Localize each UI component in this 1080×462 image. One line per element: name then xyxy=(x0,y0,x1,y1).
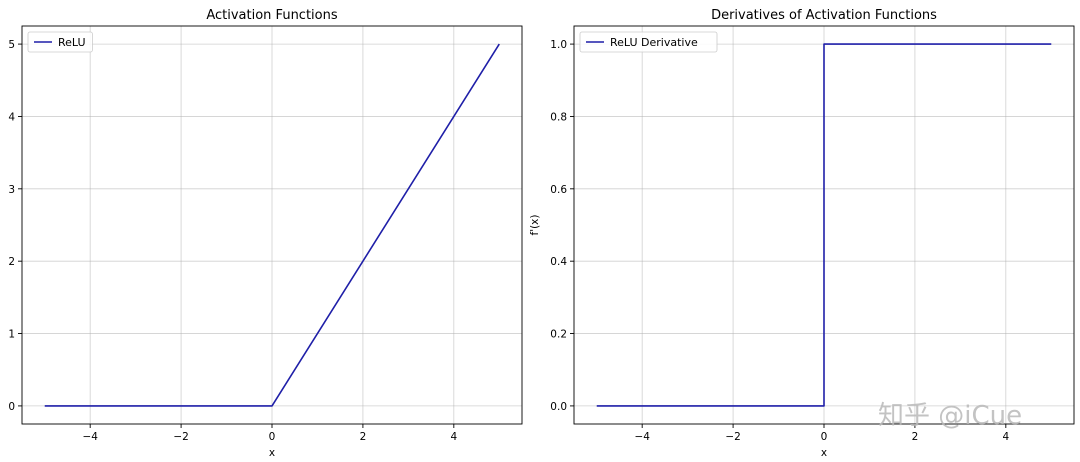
x-tick-label: 0 xyxy=(269,431,276,443)
y-tick-label: 3 xyxy=(8,184,15,196)
x-axis-label: x xyxy=(821,447,827,459)
y-tick-label: 1.0 xyxy=(550,39,567,51)
chart-title: Derivatives of Activation Functions xyxy=(711,8,937,23)
y-tick-label: 1 xyxy=(8,329,15,341)
x-tick-label: 2 xyxy=(912,431,919,443)
y-tick-label: 0.0 xyxy=(550,401,567,413)
x-tick-label: 4 xyxy=(450,431,457,443)
y-tick-label: 2 xyxy=(8,256,15,268)
legend-label: ReLU Derivative xyxy=(610,36,698,49)
x-tick-label: 4 xyxy=(1002,431,1009,443)
y-tick-label: 0.4 xyxy=(550,256,567,268)
panel-activation-functions: −4 −2 0 2 4 0 1 2 3 4 5 Activation Functions x ReLU xyxy=(8,8,523,459)
legend-box xyxy=(27,31,93,53)
x-tick-label: 0 xyxy=(821,431,828,443)
y-tick-label: 4 xyxy=(8,111,15,123)
legend-box xyxy=(579,31,718,53)
x-tick-label: −2 xyxy=(173,431,188,443)
x-tick-label: −4 xyxy=(82,431,98,443)
watermark-text: 知乎 @iCue xyxy=(878,401,1022,431)
y-tick-label: 0.8 xyxy=(550,111,567,123)
x-tick-label: −2 xyxy=(725,431,740,443)
series-line-0 xyxy=(44,43,500,407)
y-tick-label: 0.6 xyxy=(550,184,567,196)
x-tick-label: 2 xyxy=(360,431,367,443)
x-axis-label: x xyxy=(269,447,275,459)
y-axis-label: f'(x) xyxy=(529,215,541,236)
legend-label: ReLU xyxy=(58,36,86,49)
y-tick-label: 5 xyxy=(8,39,15,51)
y-tick-label: 0.2 xyxy=(550,329,567,341)
chart-title: Activation Functions xyxy=(206,8,338,23)
panel-derivatives: −4 −2 0 2 4 0.0 0.2 0.4 0.6 0.8 1.0 Derivatives of … xyxy=(529,8,1075,459)
series-line-0 xyxy=(596,43,1052,407)
y-tick-label: 0 xyxy=(8,401,15,413)
x-tick-label: −4 xyxy=(634,431,650,443)
